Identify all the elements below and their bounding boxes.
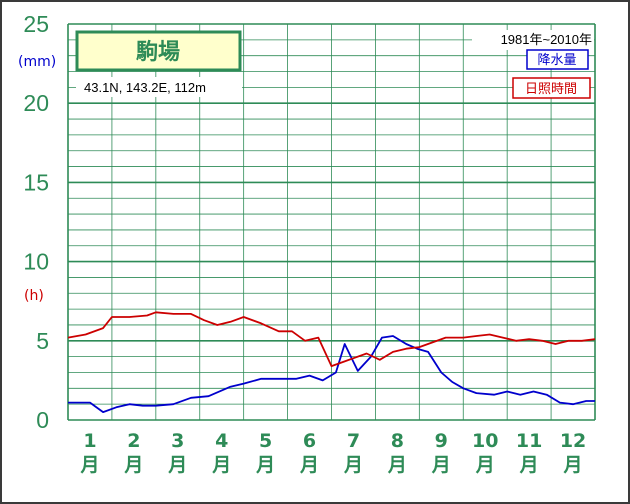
month-suffix-label: 月 [299, 454, 319, 476]
y-tick-labels: 0 5 10 15 20 25 [23, 11, 49, 433]
month-suffix-label: 月 [255, 454, 275, 476]
month-number-label: 9 [435, 430, 448, 452]
legend-sunshine: 日照時間 [512, 77, 591, 99]
legend-precip-label: 降水量 [537, 53, 576, 68]
legend-precip-box [526, 49, 589, 70]
month-suffix-label: 月 [211, 454, 231, 476]
month-suffix-label: 月 [79, 454, 99, 476]
month-suffix-label: 月 [519, 454, 539, 476]
precip-unit-label: (mm) [18, 54, 56, 70]
sunshine-line [67, 311, 596, 368]
month-suffix-label: 月 [563, 454, 583, 476]
month-number-label: 3 [171, 430, 184, 452]
legend-sunshine-label: 日照時間 [525, 82, 577, 97]
month-number-label: 7 [347, 430, 360, 452]
y-tick-label: 5 [36, 328, 49, 354]
month-suffix-label: 月 [387, 454, 407, 476]
month-number-label: 4 [215, 430, 228, 452]
y-tick-label: 15 [23, 169, 49, 195]
month-number-label: 6 [303, 430, 316, 452]
precipitation-line [68, 335, 595, 414]
month-suffix-label: 月 [343, 454, 363, 476]
month-number-label: 8 [391, 430, 404, 452]
sunshine-unit-label: (h) [24, 288, 44, 304]
period-label: 1981年~2010年 [501, 32, 592, 47]
month-number-label: 2 [127, 430, 140, 452]
month-number-label: 10 [472, 430, 498, 452]
legend-precip: 降水量 [526, 49, 589, 70]
month-suffix-label: 月 [431, 454, 451, 476]
station-name: 駒場 [136, 39, 180, 65]
month-suffix-label: 月 [123, 454, 143, 476]
grid [67, 23, 596, 421]
month-number-label: 1 [83, 430, 96, 452]
station-box-frame [75, 30, 242, 72]
legend-sunshine-box [512, 77, 591, 99]
month-suffix-label: 月 [167, 454, 187, 476]
month-number-label: 5 [259, 430, 272, 452]
month-number-label: 12 [560, 430, 586, 452]
station-location: 43.1N, 143.2E, 112m [84, 80, 206, 95]
y-tick-label: 10 [23, 249, 49, 275]
station-box: 駒場 [75, 30, 242, 72]
y-tick-label: 20 [23, 90, 49, 116]
series-lines [67, 311, 596, 414]
y-tick-label: 0 [36, 407, 49, 433]
month-number-label: 11 [516, 430, 542, 452]
y-tick-label: 25 [23, 11, 49, 37]
month-suffix-label: 月 [475, 454, 495, 476]
